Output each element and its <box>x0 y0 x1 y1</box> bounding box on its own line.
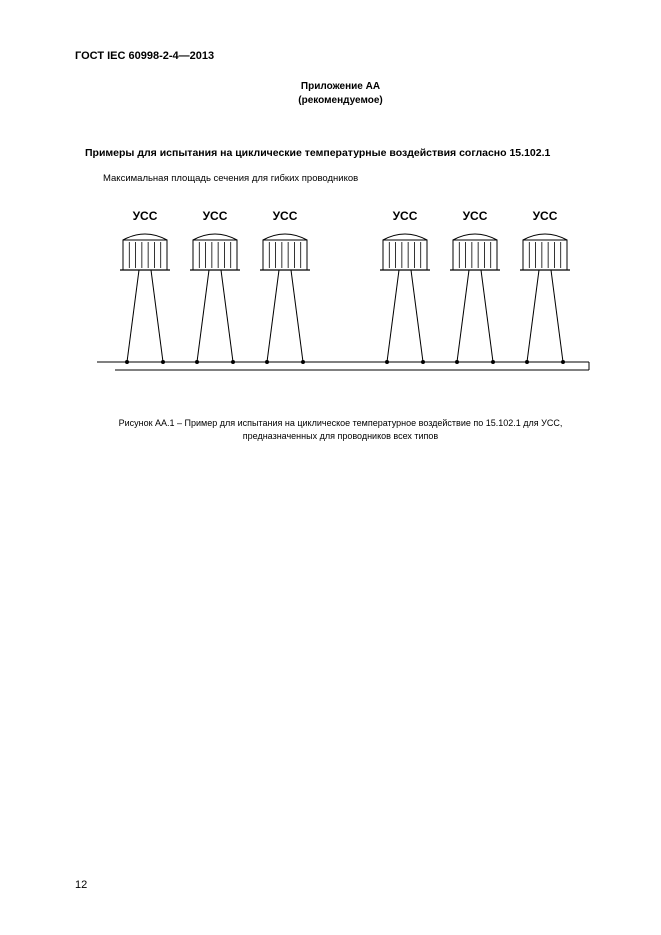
connector-diagram: УСС УСС УСС УСС УСС УСС <box>95 202 595 372</box>
annex-title: Приложение АА <box>75 80 606 94</box>
figure-caption: Рисунок АА.1 – Пример для испытания на ц… <box>75 417 606 442</box>
section-subtext: Максимальная площадь сечения для гибких … <box>103 173 606 184</box>
page-number: 12 <box>75 879 87 891</box>
caption-line-2: предназначенных для проводников всех тип… <box>243 431 438 441</box>
svg-text:УСС: УСС <box>393 209 418 223</box>
section-title: Примеры для испытания на циклические тем… <box>85 147 606 159</box>
annex-note: (рекомендуемое) <box>75 94 606 108</box>
svg-text:УСС: УСС <box>203 209 228 223</box>
svg-text:УСС: УСС <box>273 209 298 223</box>
svg-text:УСС: УСС <box>133 209 158 223</box>
annex-header: Приложение АА (рекомендуемое) <box>75 80 606 107</box>
svg-text:УСС: УСС <box>533 209 558 223</box>
caption-line-1: Рисунок АА.1 – Пример для испытания на ц… <box>119 418 563 428</box>
svg-text:УСС: УСС <box>463 209 488 223</box>
document-id: ГОСТ IEC 60998-2-4—2013 <box>75 50 606 62</box>
diagram-container: УСС УСС УСС УСС УСС УСС <box>95 202 595 377</box>
